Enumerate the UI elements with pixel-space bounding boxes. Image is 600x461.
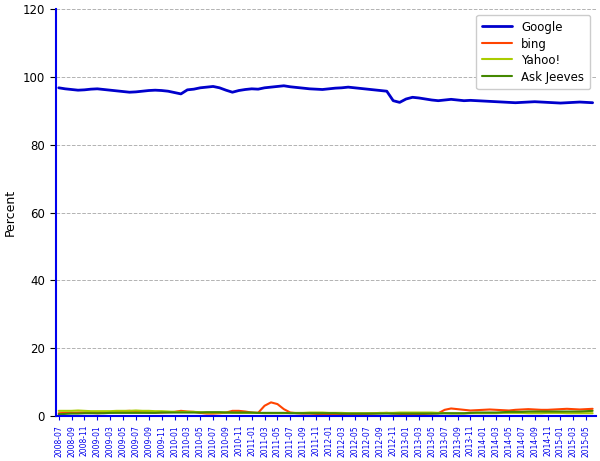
Ask Jeeves — [55, 412, 62, 417]
Google — [55, 85, 62, 90]
Google — [280, 83, 287, 89]
Google — [467, 98, 474, 103]
Ask Jeeves — [319, 410, 326, 416]
Ask Jeeves — [87, 410, 94, 416]
Yahoo! — [62, 408, 69, 414]
Google — [589, 100, 596, 106]
Yahoo! — [74, 408, 82, 413]
Y-axis label: Percent: Percent — [4, 189, 17, 236]
bing — [344, 412, 352, 417]
bing — [589, 406, 596, 412]
bing — [55, 410, 62, 416]
Google — [87, 86, 94, 92]
Line: Yahoo!: Yahoo! — [59, 410, 593, 414]
Yahoo! — [589, 410, 596, 416]
bing — [299, 411, 307, 416]
Yahoo! — [299, 410, 307, 416]
Ask Jeeves — [460, 410, 467, 416]
Yahoo! — [499, 410, 506, 416]
Yahoo! — [448, 411, 455, 416]
bing — [499, 408, 506, 413]
Line: Ask Jeeves: Ask Jeeves — [59, 411, 593, 414]
Google — [557, 100, 564, 106]
Ask Jeeves — [589, 408, 596, 414]
Yahoo! — [55, 408, 62, 414]
Ask Jeeves — [486, 410, 493, 415]
Line: Google: Google — [59, 86, 593, 103]
Google — [299, 85, 307, 91]
Yahoo! — [94, 408, 101, 414]
Google — [493, 99, 500, 105]
bing — [87, 410, 94, 416]
Line: bing: bing — [59, 402, 593, 414]
Yahoo! — [325, 410, 332, 416]
bing — [325, 412, 332, 417]
Ask Jeeves — [293, 410, 301, 416]
bing — [268, 400, 275, 405]
Google — [325, 86, 332, 92]
Yahoo! — [473, 410, 481, 416]
Google — [62, 86, 69, 92]
bing — [473, 408, 481, 413]
Ask Jeeves — [62, 411, 69, 417]
bing — [62, 410, 69, 416]
Legend: Google, bing, Yahoo!, Ask Jeeves: Google, bing, Yahoo!, Ask Jeeves — [476, 15, 590, 89]
